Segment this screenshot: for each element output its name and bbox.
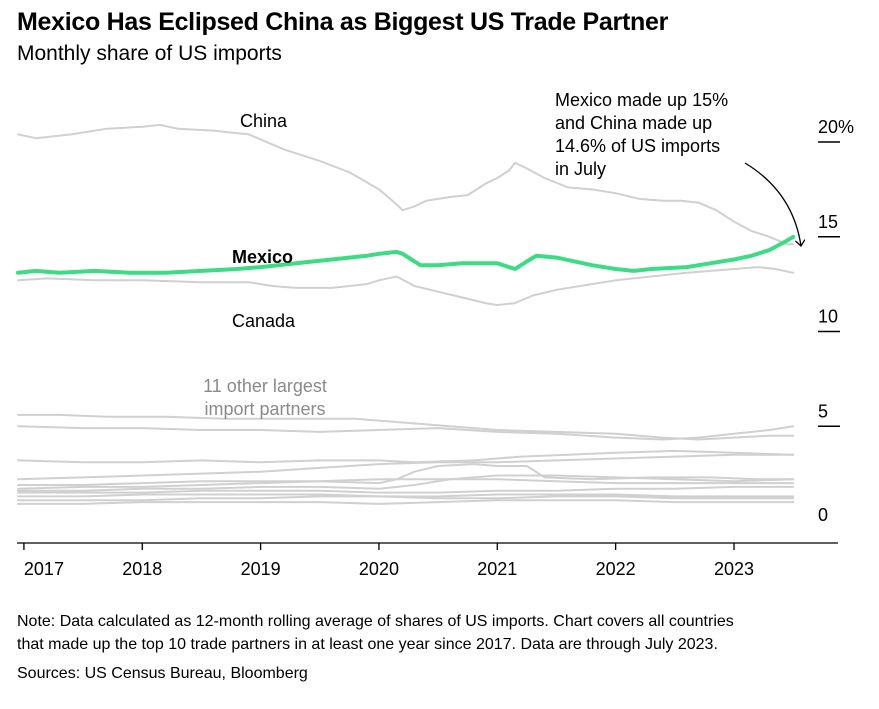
sources-text: Sources: US Census Bureau, Bloomberg (17, 665, 308, 682)
note-text: that made up the top 10 trade partners i… (17, 636, 718, 653)
china-label: China (240, 111, 288, 131)
callout-line: in July (555, 159, 606, 179)
x-tick-label: 2021 (477, 559, 517, 579)
y-axis: 0 5 10 15 20% (818, 117, 854, 525)
series-line-other (17, 495, 795, 502)
series-layer (16, 123, 796, 505)
series-line-other (17, 485, 795, 494)
x-tick-label: 2020 (359, 559, 399, 579)
y-tick-label: 10 (818, 307, 838, 327)
callout-arrow (744, 162, 801, 246)
x-axis: 2017 2018 2019 2020 2021 2022 2023 (17, 542, 838, 579)
series-line-china (17, 123, 795, 246)
series-line-other (17, 453, 795, 481)
series-line-other (17, 493, 795, 498)
x-tick-label: 2023 (714, 559, 754, 579)
y-tick-label: 5 (818, 401, 828, 421)
callout-line: Mexico made up 15% (555, 90, 728, 110)
chart-title: Mexico Has Eclipsed China as Biggest US … (17, 8, 668, 36)
callout-line: 14.6% of US imports (555, 136, 720, 156)
series-line-other (17, 413, 795, 441)
note-text: Note: Data calculated as 12-month rollin… (17, 613, 734, 630)
y-tick-label: 0 (818, 505, 828, 525)
x-tick-label: 2017 (24, 559, 64, 579)
line-chart: 0 5 10 15 20% 2017 2018 2019 2020 2021 2022 2023 C… (16, 90, 854, 579)
series-line-other (17, 474, 795, 492)
y-tick-label: 20% (818, 117, 854, 137)
x-tick-label: 2022 (596, 559, 636, 579)
x-tick-label: 2019 (241, 559, 281, 579)
series-line-other (17, 463, 795, 486)
canada-label: Canada (232, 311, 296, 331)
x-tick-label: 2018 (122, 559, 162, 579)
series-line-other (17, 478, 795, 490)
series-line-other (17, 425, 795, 441)
mexico-label: Mexico (232, 247, 293, 267)
callout-line: and China made up (555, 113, 712, 133)
chart-subtitle: Monthly share of US imports (17, 42, 282, 65)
series-line-other (17, 499, 795, 505)
callout-text: Mexico made up 15% and China made up 14.… (555, 90, 728, 179)
series-line-mexico (16, 234, 796, 275)
series-line-canada (17, 266, 795, 306)
others-label-line2: import partners (204, 399, 325, 419)
y-tick-label: 15 (818, 212, 838, 232)
others-label-line1: 11 other largest (203, 376, 327, 396)
annotations: China Mexico Canada 11 other largest imp… (203, 90, 801, 419)
